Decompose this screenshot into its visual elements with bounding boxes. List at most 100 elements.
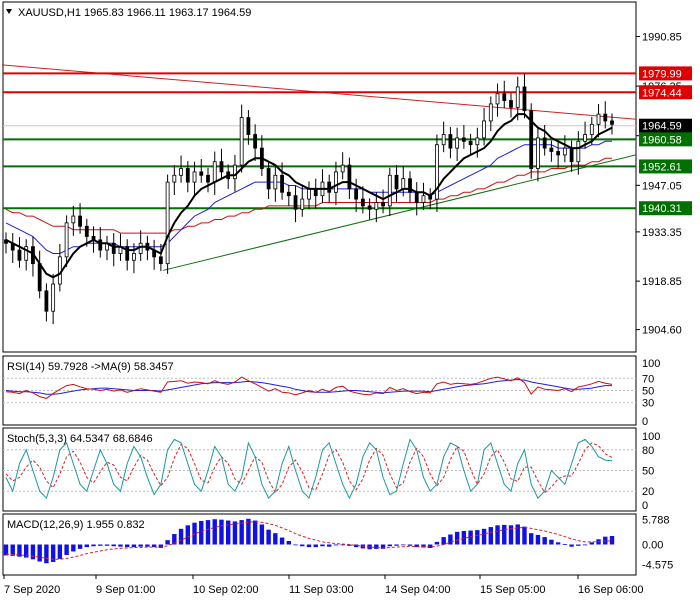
candle-body (24, 246, 29, 261)
macd-bar (131, 544, 137, 548)
rsi-pane-title: RSI(14) 59.7928 ->MA(9) 58.3457 (7, 361, 174, 373)
macd-pane: 5.788 0.00 -4.575 MACD(12,26,9) 1.955 0.832 (3, 514, 673, 571)
candle-body (529, 110, 534, 169)
time-axis: 7 Sep 2020 9 Sep 01:00 10 Sep 02:00 11 Sep … (3, 575, 643, 596)
macd-bar (340, 544, 345, 546)
price-tag-box (639, 85, 692, 100)
candle-body (603, 113, 608, 122)
candle-body (576, 140, 581, 163)
candle-body (199, 171, 204, 176)
rsi-axis-label: 50 (642, 386, 654, 398)
macd-bar (246, 518, 251, 545)
macd-bar (549, 539, 554, 545)
stoch-main-line (5, 438, 613, 500)
price-tag-box (639, 118, 692, 133)
stoch-signal-line (5, 442, 613, 494)
time-axis-label: 16 Sep 06:00 (578, 584, 643, 596)
candle-body (253, 134, 258, 149)
candle-body (172, 174, 177, 183)
macd-bar (306, 544, 312, 548)
macd-bar (185, 525, 190, 545)
macd-bar (104, 544, 110, 546)
candle-body (387, 174, 392, 207)
stoch-axis-label: 0 (642, 500, 648, 512)
macd-bar (589, 542, 594, 545)
candle-body (562, 147, 567, 156)
candle-body (293, 195, 298, 210)
candle-body (313, 188, 318, 197)
price-tag-box (639, 132, 692, 147)
candle-body (51, 283, 56, 312)
macd-bar (205, 520, 211, 545)
rsi-line (5, 376, 613, 399)
candle-body (71, 215, 76, 224)
macd-bar (44, 544, 49, 564)
price-tag-current: 1964.59 (639, 118, 692, 133)
pane-frame-main (2, 1, 637, 353)
candle-body (435, 144, 439, 200)
macd-bar (353, 544, 359, 548)
candle-body (381, 202, 385, 207)
macd-bar (17, 544, 22, 557)
candle-body (448, 134, 453, 149)
time-axis-label: 15 Sep 05:00 (480, 584, 545, 596)
candle-body (266, 168, 271, 190)
candle-body (589, 123, 594, 135)
price-tag-box (639, 159, 692, 174)
candle-body (111, 242, 116, 254)
macd-bar (232, 521, 238, 545)
macd-bar (380, 544, 386, 549)
time-axis-label: 11 Sep 03:00 (289, 584, 354, 596)
candle-body (536, 137, 540, 169)
macd-bar (488, 527, 493, 545)
candle-body (84, 225, 89, 237)
macd-bar (374, 544, 379, 549)
rsi-axis-label: 30 (642, 398, 654, 410)
price-tag-text: 1979.99 (642, 68, 682, 80)
price-pane: 1990.851976.251961.651947.051933.351918.… (1, 7, 692, 337)
rsi-axis-label: 70 (642, 373, 654, 385)
macd-bar (529, 533, 534, 545)
rsi-axis-label: 100 (642, 358, 660, 370)
candle-body (165, 181, 170, 265)
macd-bar (165, 540, 170, 545)
macd-bar (300, 544, 305, 547)
macd-bar (158, 544, 164, 548)
stoch-axis-label: 20 (642, 486, 654, 498)
macd-bar (77, 544, 83, 549)
time-axis-label: 14 Sep 04:00 (385, 584, 450, 596)
candle-body (179, 168, 183, 176)
macd-bar (259, 524, 265, 545)
macd-bar (468, 530, 473, 545)
macd-bar (219, 519, 224, 545)
candle-body (461, 137, 466, 142)
macd-bar (434, 541, 440, 545)
symbol-menu-triangle-icon[interactable] (6, 9, 12, 14)
candle-body (583, 134, 587, 142)
macd-bar (10, 544, 15, 556)
macd-bar (542, 537, 547, 545)
macd-bar (273, 533, 278, 545)
macd-bar (522, 526, 527, 545)
candle-body (125, 246, 130, 261)
candle-body (44, 290, 49, 312)
macd-bar (576, 544, 581, 546)
macd-bar (57, 544, 63, 559)
price-axis-label: 1990.85 (642, 31, 682, 43)
stoch-axis-label: 50 (642, 466, 654, 478)
candle-body (556, 151, 561, 156)
candle-body (17, 249, 22, 261)
candle-body (522, 86, 527, 112)
price-axis-label: 1918.85 (642, 276, 682, 288)
macd-bar (421, 544, 426, 548)
time-axis-label: 7 Sep 2020 (4, 584, 60, 596)
macd-bar (569, 544, 574, 547)
candle-body (441, 134, 446, 146)
candle-body (502, 93, 507, 101)
price-axis-label: 1933.35 (642, 227, 682, 239)
macd-bar (609, 535, 615, 545)
candle-body (273, 174, 278, 190)
candle-body (367, 205, 372, 210)
